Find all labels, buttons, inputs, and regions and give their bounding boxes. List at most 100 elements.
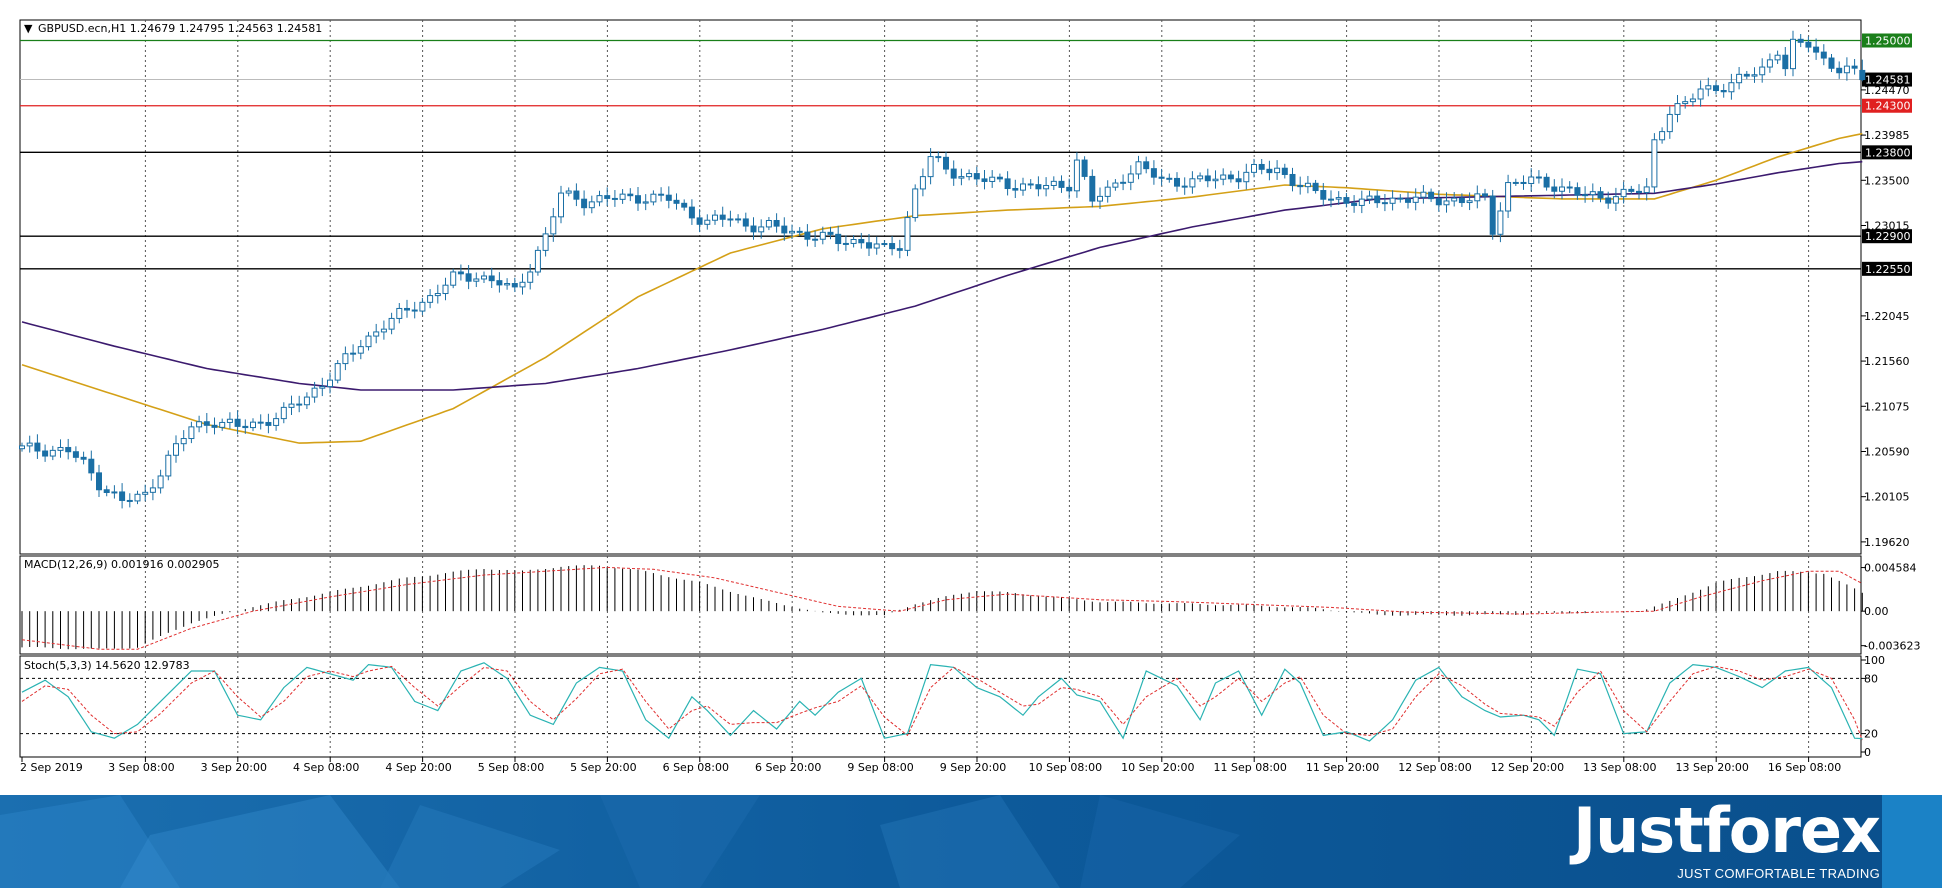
candle-body (1489, 195, 1496, 235)
candle-body (1451, 197, 1458, 202)
candle-body (1120, 181, 1127, 184)
macd-y-tick-label: 0.00 (1864, 605, 1889, 618)
y-tick-label: 1.24470 (1864, 84, 1910, 97)
candle-body (1820, 51, 1827, 59)
candle-body (1335, 197, 1342, 200)
candle-body (1258, 163, 1265, 170)
candle-body (273, 418, 280, 426)
candles[interactable] (19, 30, 1866, 509)
candle-body (1528, 176, 1535, 184)
candle-body (1189, 178, 1196, 188)
candle-body (819, 231, 826, 240)
macd-panel[interactable]: 0.004584 0.00 -0.003623 MACD(12,26,9) 0.00… (19, 555, 1920, 655)
level-tag (1862, 261, 1912, 276)
candle-body (873, 243, 880, 249)
level-tag-label: 1.22900 (1865, 230, 1911, 243)
candle-body (1274, 167, 1281, 174)
candle-body (357, 346, 364, 354)
price-panel-frame (19, 19, 1862, 555)
candle-body (1251, 163, 1257, 173)
candle-body (804, 231, 811, 240)
candle-body (627, 193, 634, 197)
candle-body (558, 192, 564, 218)
candle-body (1043, 184, 1050, 190)
candle-body (165, 454, 172, 477)
horizontal-levels[interactable]: 1.25000 1.24300 1.23800 1.22900 1.22550 1.245… (20, 33, 1912, 276)
x-tick-label: 5 Sep 08:00 (478, 761, 544, 774)
candle-body (1412, 196, 1419, 203)
stoch-panel[interactable]: 100 80 20 0 Stoch(5,3,3) 14.5620 12.9783 (19, 654, 1885, 759)
candle-body (1428, 191, 1435, 200)
candle-body (1751, 74, 1758, 77)
candle-body (712, 214, 718, 221)
candle-body (1559, 186, 1565, 192)
candle-body (889, 243, 896, 250)
candle-body (34, 442, 41, 452)
candle-body (1381, 202, 1388, 205)
x-tick-label: 2 Sep 2019 (20, 761, 83, 774)
macd-panel-frame (19, 555, 1862, 655)
candle-body (1836, 67, 1843, 74)
candle-body (1443, 200, 1450, 206)
candle-body (1512, 181, 1519, 184)
candle-body (896, 248, 903, 251)
candle-body (1682, 101, 1689, 105)
candle-body (688, 206, 695, 219)
x-tick-label: 12 Sep 08:00 (1398, 761, 1471, 774)
candle-body (142, 491, 149, 495)
stoch-header: Stoch(5,3,3) 14.5620 12.9783 (24, 659, 190, 672)
candle-body (1405, 198, 1411, 203)
candle-body (588, 201, 595, 209)
candle-body (1705, 85, 1712, 90)
candle-body (342, 353, 349, 365)
candle-body (1466, 200, 1473, 204)
candle-body (1281, 167, 1288, 175)
candle-body (465, 273, 472, 282)
price-panel[interactable]: 1.25000 1.24300 1.23800 1.22900 1.22550 1.245… (19, 19, 1913, 555)
candle-body (1543, 176, 1550, 188)
candle-body (180, 438, 187, 445)
candle-body (157, 475, 164, 489)
macd-signal-line (21, 566, 1863, 650)
brand-logo: Justforex (1573, 794, 1881, 867)
candle-body (1689, 98, 1696, 103)
ma-fast-line (21, 132, 1863, 444)
candle-body (396, 307, 403, 319)
level-tag (1862, 229, 1912, 244)
y-tick-label: 1.19620 (1864, 536, 1910, 549)
candle-body (419, 301, 426, 312)
candle-body (1574, 187, 1581, 196)
candle-body (1497, 210, 1504, 235)
candle-body (188, 426, 195, 440)
candle-body (219, 421, 226, 428)
candle-body (742, 218, 749, 227)
candle-body (149, 487, 156, 493)
candle-body (1358, 198, 1365, 206)
y-tick-label: 1.20105 (1864, 491, 1910, 504)
candle-body (296, 403, 303, 406)
candle-body (1366, 195, 1373, 200)
y-tick-label: 1.21075 (1864, 400, 1910, 413)
level-tag-label: 1.24300 (1865, 100, 1911, 113)
macd-y-tick-label: 0.004584 (1864, 562, 1917, 575)
candle-body (119, 491, 126, 501)
candle-body (1181, 185, 1188, 188)
level-tag (1862, 98, 1912, 113)
candle-body (49, 449, 56, 457)
stoch-y-tick-label: 20 (1864, 728, 1878, 741)
candle-body (1766, 59, 1773, 68)
candle-body (658, 193, 665, 196)
x-tick-label: 4 Sep 08:00 (293, 761, 359, 774)
candle-body (373, 331, 380, 337)
candle-body (750, 225, 757, 233)
candle-body (1582, 194, 1589, 197)
candle-body (111, 491, 118, 494)
price-header-caret[interactable]: ▼ (24, 22, 33, 35)
candle-body (958, 176, 965, 179)
candle-body (1320, 190, 1327, 200)
candle-body (1605, 197, 1612, 204)
candle-body (96, 472, 102, 491)
candle-body (1174, 177, 1180, 187)
macd-header: MACD(12,26,9) 0.001916 0.002905 (24, 558, 220, 571)
